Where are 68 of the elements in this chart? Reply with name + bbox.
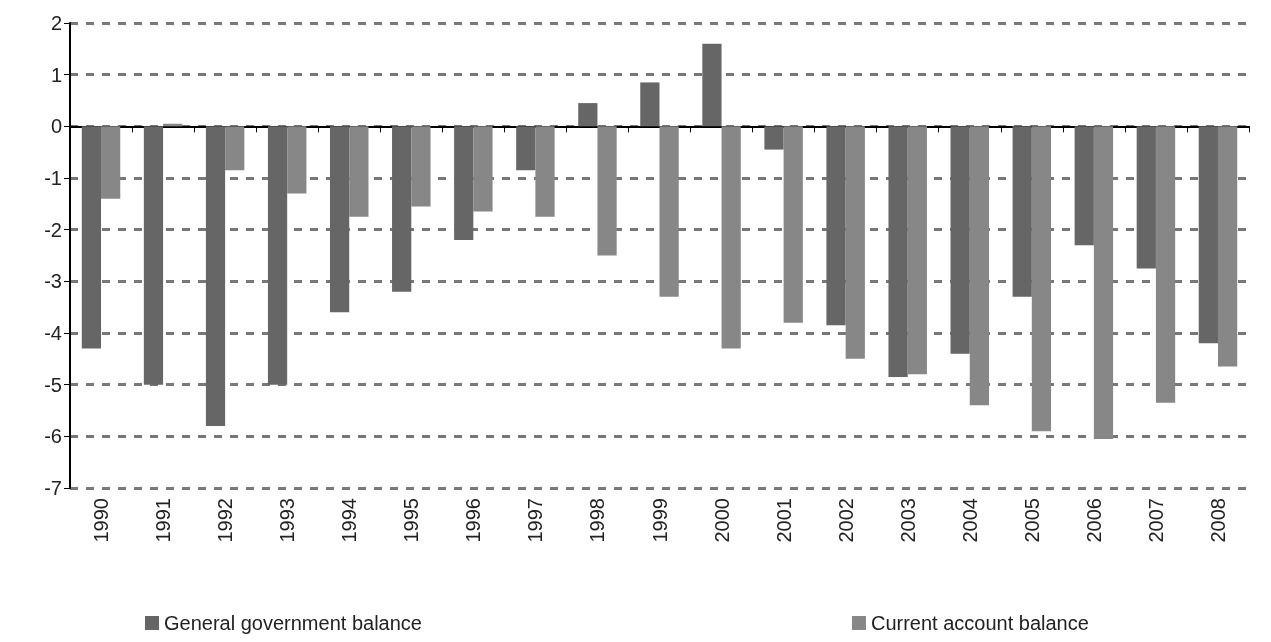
bar [764,126,784,150]
bar [721,126,741,349]
bar [597,126,617,256]
x-tick-label: 2008 [1206,498,1229,543]
x-tick-label: 2004 [958,498,981,543]
y-tick-label: 1 [50,63,62,86]
bar [783,126,803,323]
bar [907,126,927,375]
bar [267,126,288,385]
bar [454,126,474,240]
bar [888,126,908,377]
bar [535,126,555,217]
y-tick-label: -4 [44,322,62,344]
bar [1012,126,1032,297]
bar [1155,126,1176,403]
bar [950,126,970,354]
y-tick-label: -6 [44,425,62,448]
x-tick-label: 1993 [276,498,299,543]
bar [516,126,536,171]
x-tick-label: 2002 [834,498,857,543]
x-tick-label: 2000 [710,498,733,543]
bar [287,126,307,194]
legend-label: Current account balance [870,612,1089,634]
bar [205,126,226,426]
y-tick-label: -7 [44,477,62,499]
bar [640,82,660,127]
bar [349,126,369,217]
bar [101,126,121,199]
x-tick-label: 1995 [400,498,423,543]
x-tick-label: 1996 [462,498,485,543]
x-tick-label: 1991 [152,498,175,543]
y-tick-label: 0 [50,115,62,138]
bar [392,126,412,292]
bar [330,126,350,313]
bar [659,126,679,297]
bar [1031,126,1052,432]
bar [225,126,245,171]
bar [143,126,164,385]
bar [969,126,989,406]
x-tick-label: 1999 [648,498,671,543]
bar [702,43,722,127]
x-tick-label: 2007 [1144,498,1167,543]
x-tick-label: 2005 [1020,498,1043,543]
x-tick-label: 2006 [1082,498,1105,543]
bar [81,126,102,349]
y-tick-label: -5 [44,373,62,396]
bar [845,126,865,359]
x-tick-label: 1990 [90,498,113,543]
bar [1198,126,1218,344]
bar [826,126,846,326]
x-tick-label: 1998 [586,498,609,543]
y-tick-label: -2 [44,218,62,241]
bar [1217,126,1238,367]
x-tick-label: 1992 [214,498,237,543]
bar [1074,126,1094,246]
bar [411,126,431,207]
x-tick-label: 2001 [772,498,795,543]
y-tick-label: -3 [44,270,62,293]
bar [473,126,493,212]
bar [1093,126,1114,439]
y-tick-label: 2 [50,12,62,34]
y-tick-label: -1 [44,167,62,189]
bar [1136,126,1156,269]
bar [578,103,598,127]
x-tick-label: 1994 [338,498,361,543]
x-tick-label: 2003 [896,498,919,543]
x-tick-label: 1997 [524,498,547,543]
legend-label: General government balance [164,612,422,634]
